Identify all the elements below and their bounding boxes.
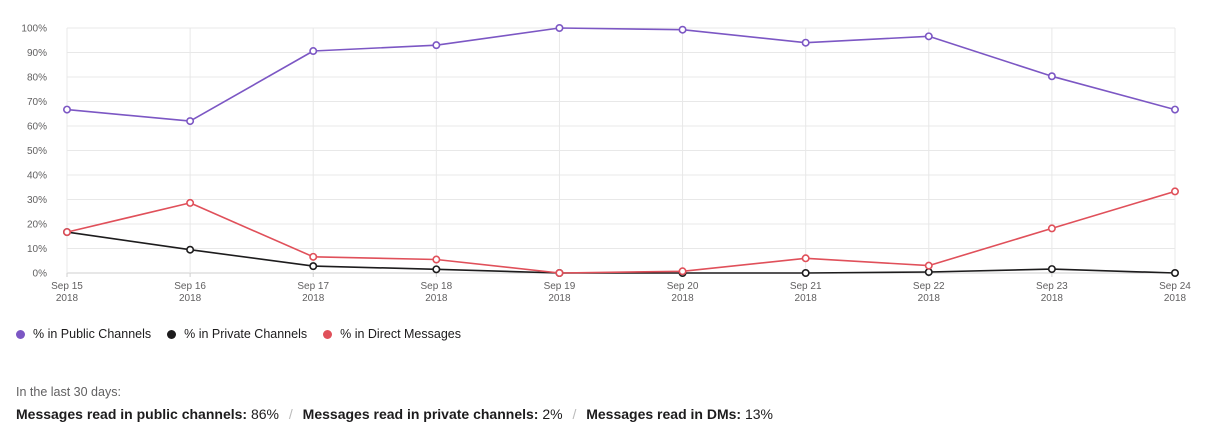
x-tick-label: Sep 24 (1159, 281, 1191, 292)
x-tick-label: 2018 (302, 293, 325, 304)
data-point-series-2 (1171, 187, 1180, 196)
x-tick-label: 2018 (918, 293, 941, 304)
dms-stat-value: 13% (741, 406, 773, 422)
y-tick-label: 40% (27, 171, 47, 182)
legend-label-private-channels: % in Private Channels (184, 327, 308, 341)
x-tick-label: Sep 16 (174, 281, 206, 292)
private-channels-stat-value: 2% (538, 406, 563, 422)
legend-dot-direct-messages (323, 329, 333, 339)
x-tick-label: Sep 23 (1036, 281, 1068, 292)
summary-caption: In the last 30 days: (16, 385, 121, 399)
data-point-series-0 (1047, 72, 1056, 81)
x-tick-label: Sep 19 (544, 281, 576, 292)
x-tick-label: 2018 (1041, 293, 1064, 304)
summary-stats: Messages read in public channels: 86% / … (16, 406, 773, 422)
data-point-series-1 (309, 262, 318, 271)
chart-legend: % in Public Channels % in Private Channe… (16, 327, 461, 341)
x-tick-label: Sep 20 (667, 281, 699, 292)
x-tick-label: 2018 (671, 293, 694, 304)
public-channels-stat-value: 86% (247, 406, 279, 422)
y-tick-label: 30% (27, 195, 47, 206)
legend-dot-public-channels (16, 329, 25, 339)
data-point-series-2 (924, 261, 933, 270)
dms-stat-label: Messages read in DMs: (586, 406, 742, 422)
y-tick-label: 60% (27, 122, 47, 133)
data-point-series-0 (678, 25, 687, 34)
data-point-series-0 (924, 32, 933, 41)
data-point-series-0 (1171, 105, 1180, 114)
stat-separator: / (288, 406, 293, 422)
data-point-series-1 (432, 265, 441, 274)
data-point-series-1 (801, 268, 810, 277)
series-line-2 (66, 190, 1176, 274)
x-tick-label: 2018 (425, 293, 448, 304)
x-tick-label: Sep 17 (297, 281, 329, 292)
public-channels-stat-label: Messages read in public channels: (16, 406, 248, 422)
x-tick-label: 2018 (795, 293, 818, 304)
data-point-series-2 (309, 252, 318, 261)
y-tick-label: 80% (27, 73, 47, 84)
legend-item-public-channels[interactable]: % in Public Channels (16, 327, 151, 341)
data-point-series-1 (1047, 265, 1056, 274)
data-point-series-2 (62, 228, 71, 237)
y-tick-label: 90% (27, 48, 47, 59)
data-point-series-0 (801, 38, 810, 47)
x-tick-label: 2018 (56, 293, 79, 304)
stat-separator: / (572, 406, 577, 422)
x-tick-label: 2018 (548, 293, 571, 304)
x-tick-label: Sep 22 (913, 281, 945, 292)
y-tick-label: 0% (33, 269, 48, 280)
legend-label-direct-messages: % in Direct Messages (340, 327, 461, 341)
data-point-series-2 (1047, 224, 1056, 233)
line-chart: 0%10%20%30%40%50%60%70%80%90%100%Sep 152… (21, 23, 1191, 305)
private-channels-stat-label: Messages read in private channels: (302, 406, 539, 422)
data-point-series-1 (1171, 268, 1180, 277)
x-tick-label: 2018 (1164, 293, 1187, 304)
data-point-series-2 (555, 268, 564, 277)
data-point-series-0 (62, 105, 71, 114)
data-point-series-2 (678, 267, 687, 276)
y-tick-label: 20% (27, 220, 47, 231)
series-line-0 (66, 27, 1176, 122)
data-point-series-0 (432, 41, 441, 50)
data-point-series-1 (186, 245, 195, 254)
data-point-series-0 (309, 47, 318, 56)
data-point-series-2 (801, 254, 810, 263)
data-point-series-1 (924, 268, 933, 277)
x-tick-label: Sep 15 (51, 281, 83, 292)
legend-label-public-channels: % in Public Channels (33, 327, 152, 341)
x-tick-label: Sep 18 (420, 281, 452, 292)
data-point-series-0 (555, 23, 564, 32)
y-tick-label: 70% (27, 97, 47, 108)
y-tick-label: 100% (21, 24, 47, 35)
data-point-series-2 (186, 198, 195, 207)
x-tick-label: 2018 (179, 293, 202, 304)
x-tick-label: Sep 21 (790, 281, 822, 292)
y-tick-label: 50% (27, 146, 47, 157)
legend-item-direct-messages[interactable]: % in Direct Messages (323, 327, 461, 341)
data-point-series-0 (186, 117, 195, 126)
legend-item-private-channels[interactable]: % in Private Channels (167, 327, 307, 341)
data-point-series-2 (432, 255, 441, 264)
legend-dot-private-channels (167, 329, 177, 339)
y-tick-label: 10% (27, 244, 47, 255)
series-line-1 (66, 231, 1176, 274)
